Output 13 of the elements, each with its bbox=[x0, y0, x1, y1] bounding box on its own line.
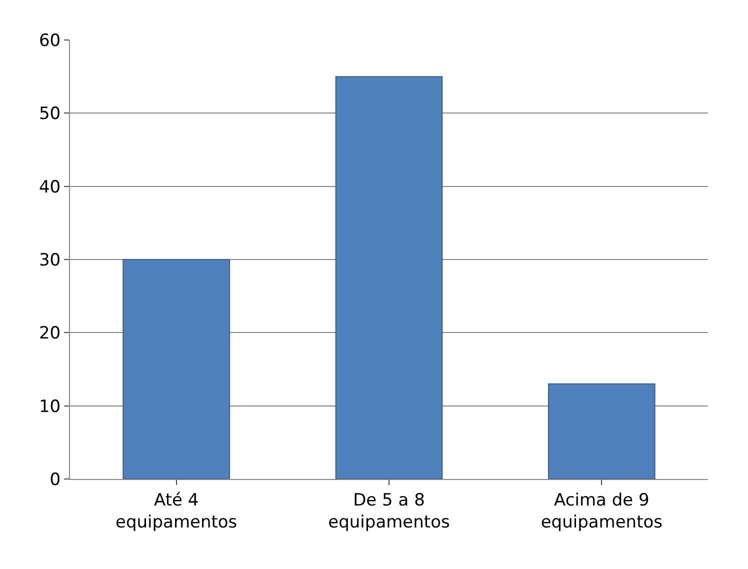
y-tick-label: 20 bbox=[38, 324, 61, 344]
y-tick-label: 30 bbox=[38, 250, 61, 270]
y-tick-label: 10 bbox=[38, 396, 61, 417]
y-tick-label: 40 bbox=[38, 177, 61, 198]
x-tick-label: Acima de 9 equipamentos bbox=[540, 490, 663, 532]
bar bbox=[335, 76, 443, 479]
bar bbox=[122, 259, 230, 479]
y-tick-label: 50 bbox=[38, 104, 61, 124]
y-tick-label: 60 bbox=[38, 30, 61, 51]
x-tick-label: Até 4 equipamentos bbox=[115, 490, 238, 532]
x-tick-label: De 5 a 8 equipamentos bbox=[328, 490, 450, 532]
bar bbox=[548, 383, 656, 479]
y-tick-label: 0 bbox=[50, 470, 61, 490]
